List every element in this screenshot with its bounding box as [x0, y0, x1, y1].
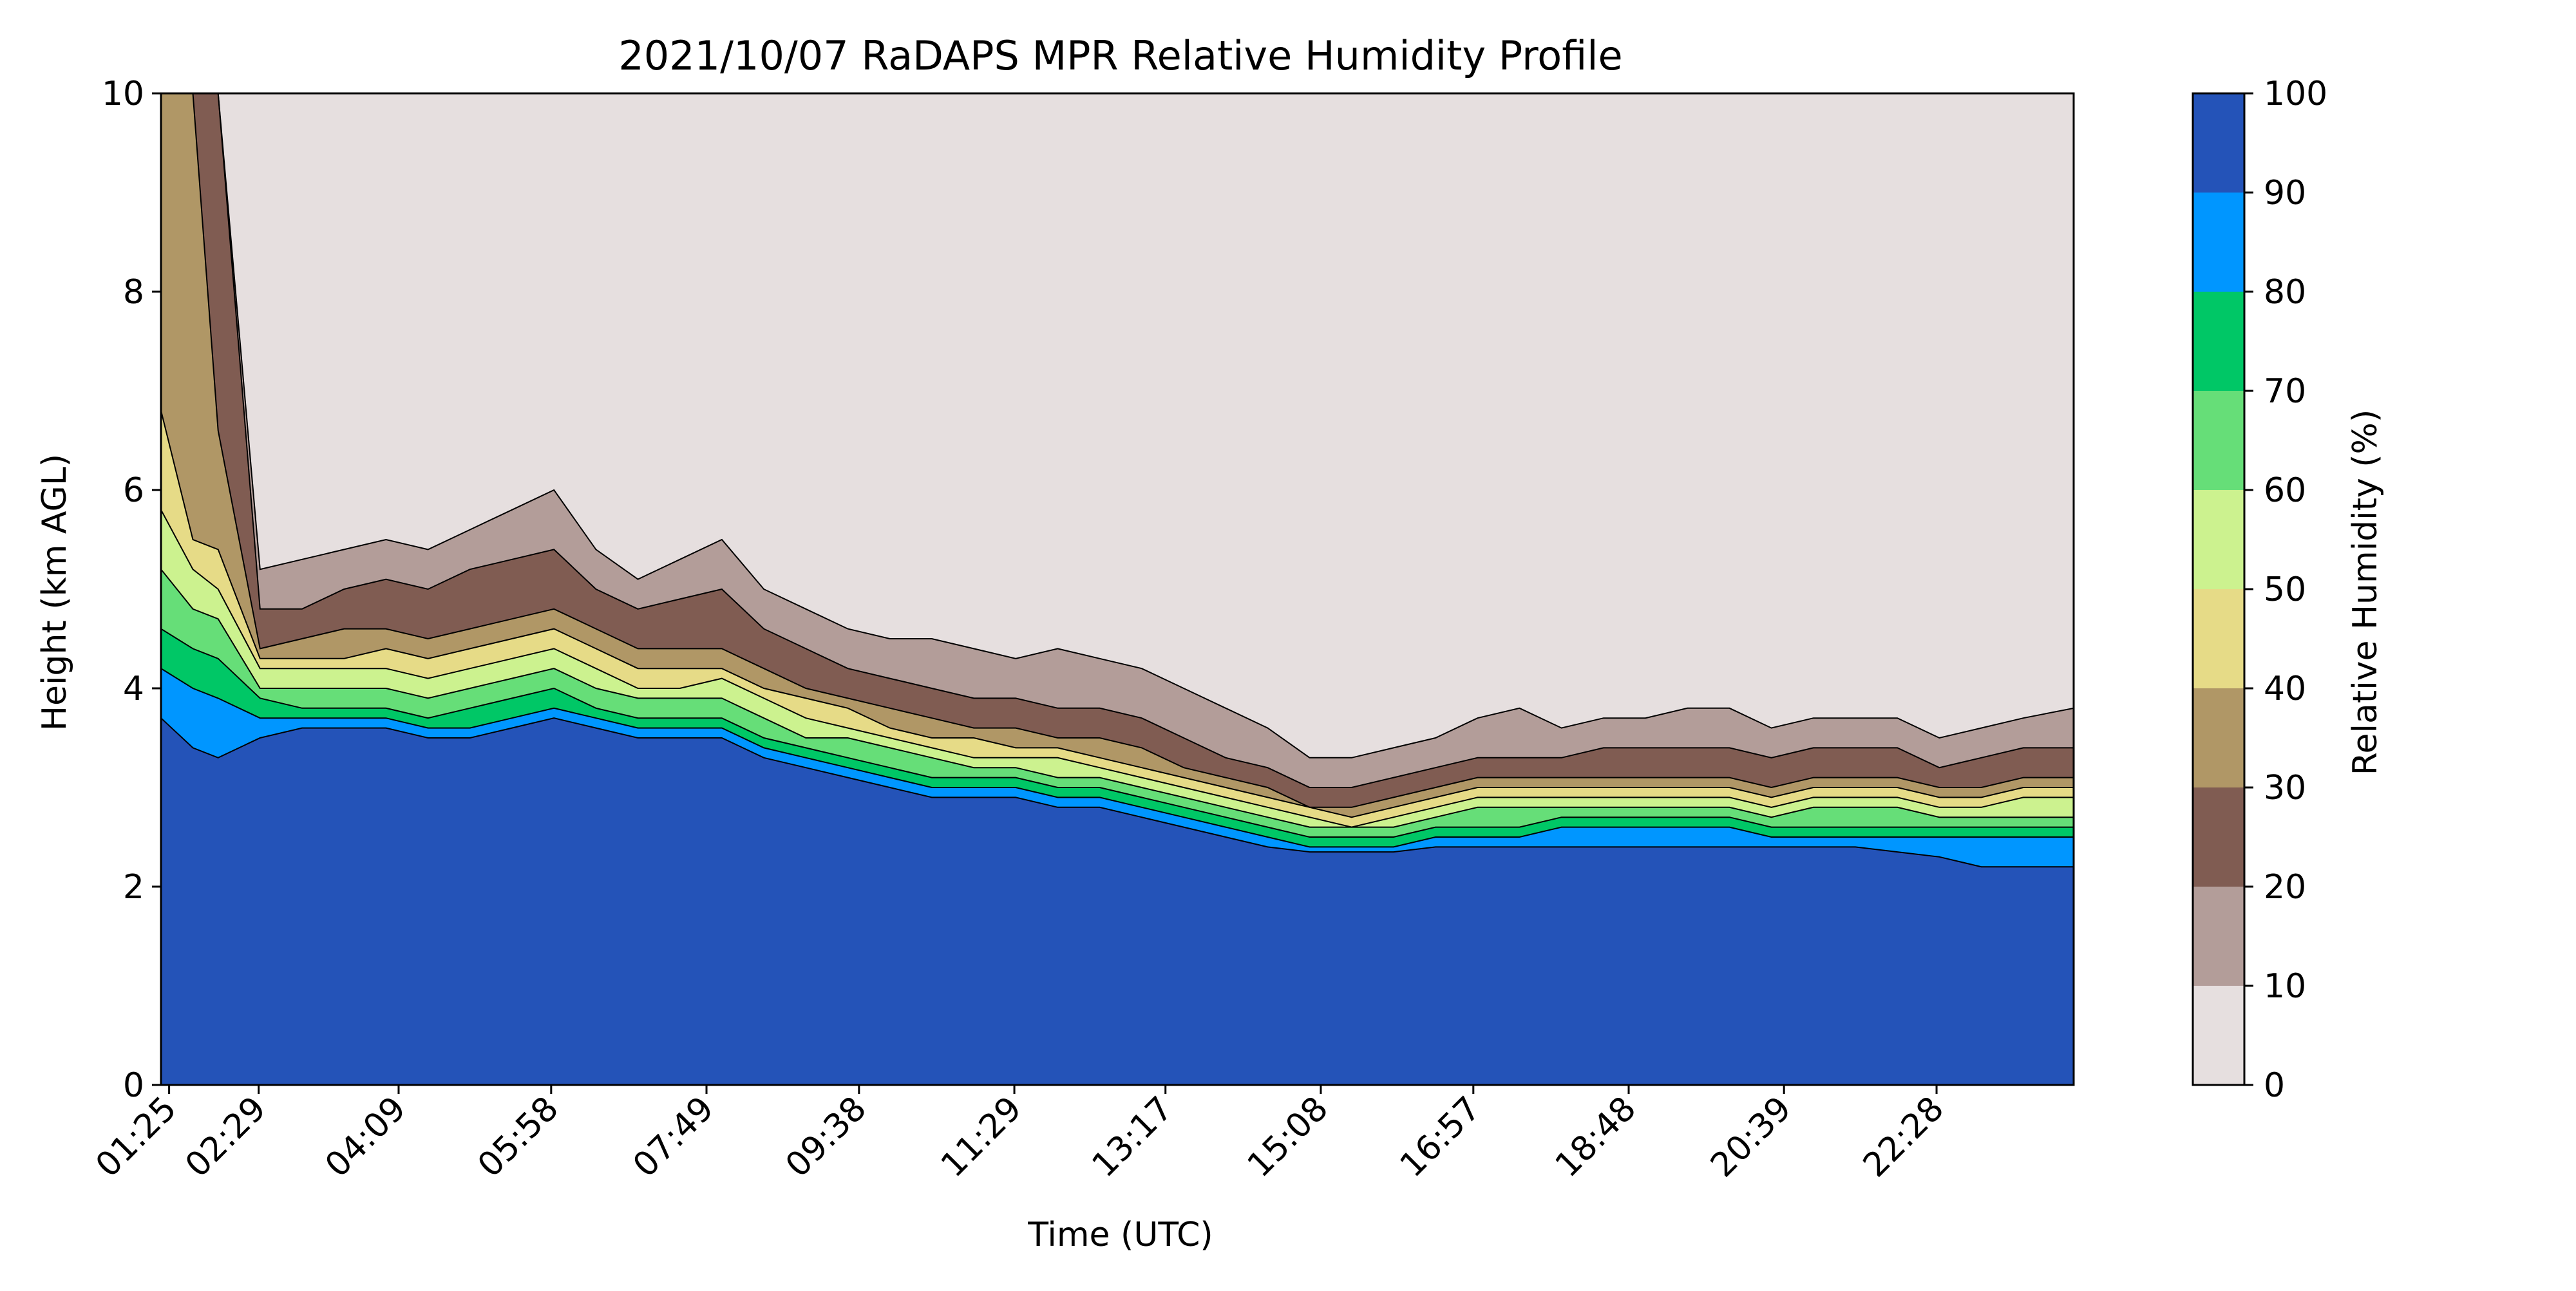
y-tick-label-6: 6 — [123, 471, 144, 510]
y-tick-label-10: 10 — [102, 75, 144, 113]
contour-line-rh30 — [161, 93, 2074, 808]
contour-line-rh50 — [161, 509, 2074, 828]
level-fill-90-100 — [161, 718, 2074, 1085]
colorbar-label: Relative Humidity (%) — [2346, 410, 2385, 776]
colorbar: 0 10 20 30 40 50 60 70 80 90 100 — [2192, 75, 2327, 1105]
x-tick-label-10: 18:48 — [1548, 1089, 1643, 1185]
colorbar-swatch-40-50 — [2193, 589, 2244, 688]
colorbar-swatch-90-100 — [2193, 93, 2244, 193]
plot-frame — [160, 92, 2075, 1086]
contour-line-rh20 — [161, 93, 2074, 788]
colorbar-tick-label-60: 60 — [2264, 471, 2306, 510]
x-tick-label-4: 07:49 — [626, 1089, 721, 1185]
colorbar-swatch-10-20 — [2193, 887, 2244, 986]
y-tick-label-0: 0 — [123, 1066, 144, 1105]
x-tick-label-9: 16:57 — [1393, 1089, 1488, 1185]
colorbar-tick-label-0: 0 — [2264, 1066, 2285, 1105]
colorbar-swatch-70-80 — [2193, 292, 2244, 391]
contour-line-rh10 — [161, 93, 2074, 759]
contour-line-rh40 — [161, 410, 2074, 818]
x-tick-label-11: 20:39 — [1703, 1089, 1799, 1185]
colorbar-tick-label-80: 80 — [2264, 273, 2306, 312]
x-tick-label-12: 22:28 — [1856, 1089, 1951, 1185]
colorbar-swatch-60-70 — [2193, 391, 2244, 490]
colorbar-swatch-30-40 — [2193, 688, 2244, 787]
colorbar-tick-label-30: 30 — [2264, 769, 2306, 807]
plot-area — [161, 93, 2074, 1085]
x-tick-label-5: 09:38 — [779, 1089, 874, 1185]
y-tick-label-4: 4 — [123, 670, 144, 708]
y-tick-label-8: 8 — [123, 273, 144, 312]
x-tick-label-8: 15:08 — [1240, 1089, 1336, 1185]
colorbar-tick-label-10: 10 — [2264, 967, 2306, 1006]
colorbar-tick-label-100: 100 — [2264, 75, 2327, 113]
colorbar-tick-label-40: 40 — [2264, 670, 2306, 708]
colorbar-swatch-50-60 — [2193, 490, 2244, 589]
x-tick-label-1: 02:29 — [178, 1089, 273, 1185]
colorbar-swatch-0-10 — [2193, 986, 2244, 1085]
y-tick-label-2: 2 — [123, 868, 144, 907]
y-axis-label: Height (km AGL) — [35, 454, 74, 731]
contour-line-rh70 — [161, 628, 2074, 838]
colorbar-tick-label-50: 50 — [2264, 570, 2306, 609]
colorbar-swatch-80-90 — [2193, 193, 2244, 292]
x-tick-label-7: 13:17 — [1085, 1089, 1180, 1185]
colorbar-swatch-20-30 — [2193, 787, 2244, 887]
contour-line-rh90 — [161, 717, 2074, 868]
contour-line-rh60 — [161, 569, 2074, 828]
contour-line-rh80 — [161, 668, 2074, 848]
colorbar-tick-label-20: 20 — [2264, 868, 2306, 907]
chart-title: 2021/10/07 RaDAPS MPR Relative Humidity … — [618, 32, 1622, 79]
x-tick-label-6: 11:29 — [934, 1089, 1029, 1185]
x-tick-label-3: 05:58 — [471, 1089, 566, 1185]
x-axis-label: Time (UTC) — [1027, 1216, 1213, 1254]
colorbar-tick-label-90: 90 — [2264, 174, 2306, 212]
contour-fills — [161, 93, 2074, 1085]
x-tick-label-2: 04:09 — [318, 1089, 413, 1185]
colorbar-tick-label-70: 70 — [2264, 372, 2306, 411]
